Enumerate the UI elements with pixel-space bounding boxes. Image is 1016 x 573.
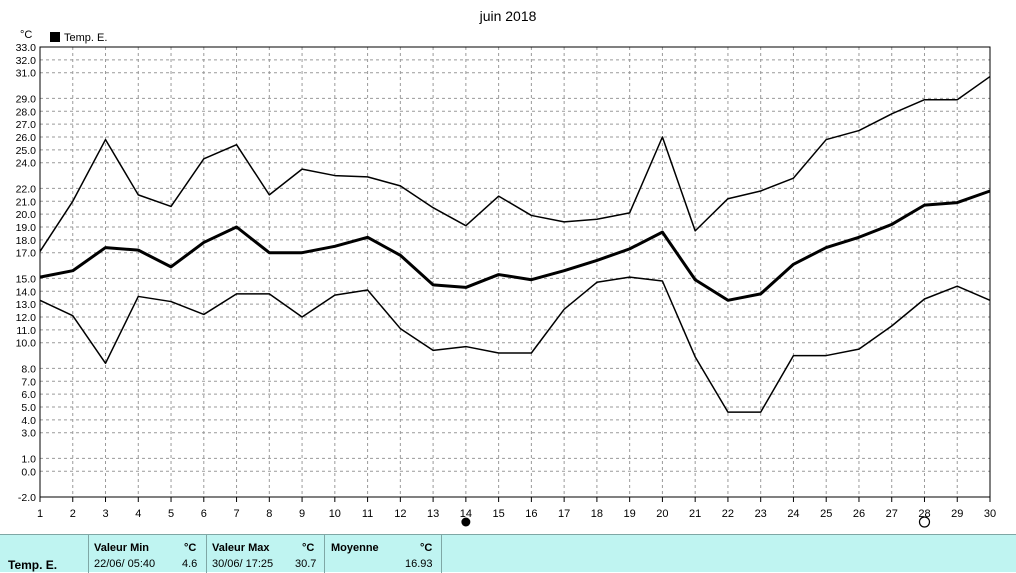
y-axis: 33.032.031.0 29.028.027.026.025.024.0 22.0… <box>16 42 37 504</box>
x-tick-label: 10 <box>329 508 341 520</box>
y-tick-label: 5.0 <box>21 402 36 414</box>
x-tick-label: 11 <box>362 508 373 520</box>
y-tick-label: 28.0 <box>16 106 37 118</box>
series-line-moyenne <box>39 189 991 302</box>
x-tick-label: 7 <box>233 508 239 520</box>
x-tick-label: 20 <box>656 508 668 520</box>
series-line-max <box>39 75 991 252</box>
stats-row-label: Temp. E. <box>8 558 58 572</box>
chart-title: juin 2018 <box>479 8 537 24</box>
x-tick-label: 9 <box>299 508 305 520</box>
avg-unit: °C <box>420 542 433 554</box>
x-tick-label: 4 <box>135 508 141 520</box>
full-moon-marker <box>461 517 471 527</box>
series-lines <box>39 75 991 413</box>
min-value: 4.6 <box>182 558 198 570</box>
y-tick-label: 11.0 <box>16 325 36 337</box>
y-tick-label: 27.0 <box>16 119 37 131</box>
x-tick-label: 27 <box>886 508 898 520</box>
x-tick-label: 23 <box>755 508 767 520</box>
y-tick-label: 19.0 <box>16 222 37 234</box>
temperature-chart: juin 2018 °C Temp. E. 33.032.031.029.028… <box>16 8 996 528</box>
y-tick-label: 18.0 <box>16 235 37 247</box>
legend-swatch <box>50 32 60 42</box>
x-tick-label: 12 <box>394 508 406 520</box>
x-tick-label: 2 <box>70 508 76 520</box>
divider <box>206 535 207 573</box>
x-tick-label: 30 <box>984 508 996 520</box>
new-moon-marker <box>918 516 931 528</box>
x-tick-label: 14 <box>460 508 472 520</box>
y-tick-label: 13.0 <box>16 299 37 311</box>
y-tick-label: 8.0 <box>21 363 36 375</box>
day-markers <box>461 516 931 528</box>
y-tick-label: 29.0 <box>16 93 37 105</box>
max-value: 30.7 <box>295 558 317 570</box>
x-tick-label: 26 <box>853 508 865 520</box>
plot-frame <box>39 46 991 498</box>
y-unit-label: °C <box>20 29 32 41</box>
grid <box>39 46 991 498</box>
min-header: Valeur Min <box>94 542 150 554</box>
y-tick-label: -2.0 <box>18 492 36 504</box>
y-tick-label: 33.0 <box>16 42 37 54</box>
x-tick-label: 17 <box>558 508 570 520</box>
x-tick-label: 15 <box>492 508 504 520</box>
y-tick-label: 1.0 <box>21 453 36 465</box>
y-tick-label: 4.0 <box>21 415 36 427</box>
y-tick-label: 14.0 <box>16 286 37 298</box>
x-tick-label: 3 <box>102 508 108 520</box>
series-line-min <box>39 276 991 413</box>
y-tick-label: 24.0 <box>16 158 37 170</box>
x-tick-label: 1 <box>37 508 43 520</box>
y-tick-label: 20.0 <box>16 209 37 221</box>
y-tick-label: 31.0 <box>16 68 37 80</box>
y-tick-label: 22.0 <box>16 183 37 195</box>
max-date: 30/06/ 17:25 <box>212 558 274 570</box>
min-unit: °C <box>184 542 197 554</box>
max-header: Valeur Max <box>212 542 270 554</box>
x-tick-label: 19 <box>624 508 636 520</box>
x-tick-label: 22 <box>722 508 734 520</box>
y-tick-label: 10.0 <box>16 338 37 350</box>
y-tick-label: 0.0 <box>21 466 36 478</box>
y-tick-label: 12.0 <box>16 312 37 324</box>
y-tick-label: 25.0 <box>16 145 37 157</box>
legend-label: Temp. E. <box>64 32 107 44</box>
x-tick-label: 18 <box>591 508 603 520</box>
avg-value: 16.93 <box>405 558 433 570</box>
y-tick-label: 17.0 <box>16 248 37 260</box>
x-tick-label: 29 <box>951 508 963 520</box>
y-tick-label: 32.0 <box>16 55 37 67</box>
y-tick-label: 26.0 <box>16 132 37 144</box>
x-tick-label: 21 <box>689 508 701 520</box>
stats-panel: Temp. E. Valeur Min °C 22/06/ 05:40 4.6 … <box>0 534 1016 573</box>
divider <box>88 535 89 573</box>
y-tick-label: 6.0 <box>21 389 36 401</box>
x-tick-label: 28 <box>918 508 930 520</box>
y-tick-label: 7.0 <box>21 376 36 388</box>
x-tick-label: 6 <box>201 508 207 520</box>
max-unit: °C <box>302 542 315 554</box>
x-tick-label: 25 <box>820 508 832 520</box>
x-tick-label: 24 <box>787 508 799 520</box>
x-tick-label: 8 <box>266 508 272 520</box>
x-axis: 1 2 3 4 5 6 7 8 9 10 11 12 13 14 15 16 17 18 19 20 21 22 23 24 2… <box>37 497 996 520</box>
y-tick-label: 21.0 <box>16 196 37 208</box>
y-tick-label: 15.0 <box>16 273 37 285</box>
x-tick-label: 5 <box>168 508 174 520</box>
divider <box>324 535 325 573</box>
y-tick-label: 3.0 <box>21 428 36 440</box>
x-tick-label: 13 <box>427 508 439 520</box>
avg-header: Moyenne <box>331 542 379 554</box>
x-tick-label: 16 <box>525 508 537 520</box>
divider <box>441 535 442 573</box>
min-date: 22/06/ 05:40 <box>94 558 156 570</box>
